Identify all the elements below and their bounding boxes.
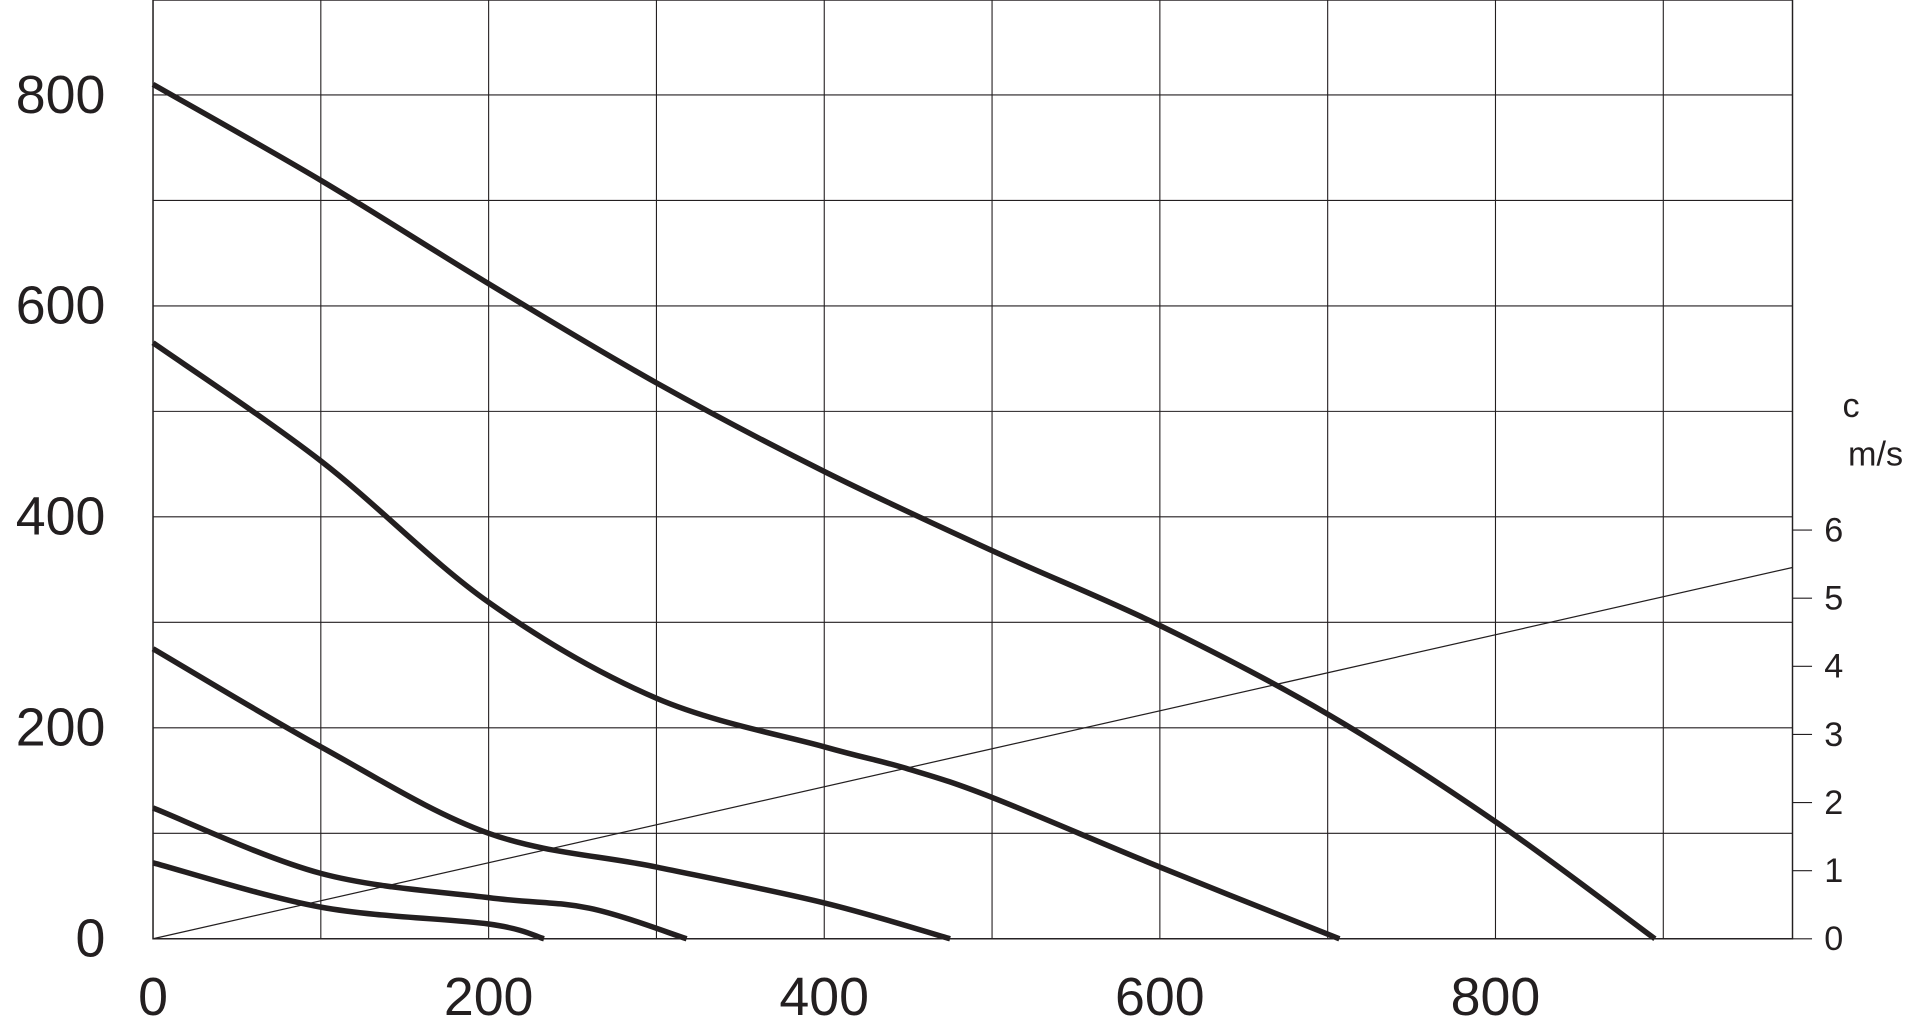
y2-tick-label: 0 — [1824, 920, 1843, 958]
y2-label: c — [1843, 387, 1860, 425]
velocity-line — [152, 566, 1793, 940]
y-tick-label: 800 — [16, 65, 106, 125]
y-tick-label: 200 — [16, 698, 106, 758]
y2-tick-label: 5 — [1824, 580, 1843, 618]
fan-curve — [151, 81, 1657, 941]
y-tick-label: 0 — [76, 909, 106, 969]
x-tick-label: 0 — [138, 967, 168, 1023]
y-tick-label: 600 — [16, 276, 106, 336]
y2-tick-label: 6 — [1824, 511, 1843, 549]
x-tick-label: 400 — [779, 967, 869, 1023]
y2-tick-label: 3 — [1824, 716, 1843, 754]
y2-tick-label: 2 — [1824, 784, 1843, 822]
x-tick-label: 200 — [444, 967, 534, 1023]
y2-tick-label: 4 — [1824, 648, 1843, 686]
plot-frame — [152, 0, 1794, 940]
x-tick-label: 800 — [1451, 967, 1541, 1023]
y2-tick-label: 1 — [1824, 852, 1843, 890]
fan-curve — [151, 646, 951, 942]
fan-curve — [151, 340, 1341, 942]
fan-curve — [152, 860, 545, 942]
fan-curve — [152, 805, 688, 942]
y2-label: m/s — [1848, 436, 1903, 474]
x-tick-label: 600 — [1115, 967, 1205, 1023]
y-tick-label: 400 — [16, 487, 106, 547]
